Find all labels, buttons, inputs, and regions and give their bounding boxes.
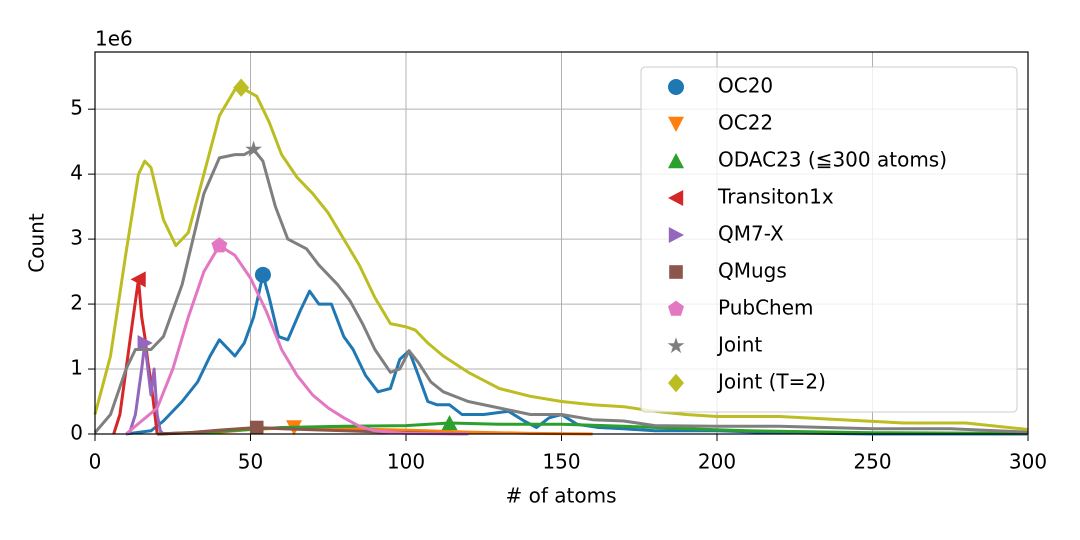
x-tick-label: 250	[853, 450, 891, 474]
y-tick-label: 5	[70, 96, 83, 120]
legend-label: OC22	[718, 111, 773, 135]
marker	[249, 420, 264, 435]
legend-label: OC20	[718, 74, 773, 98]
legend-label: PubChem	[718, 296, 814, 320]
marker	[254, 266, 271, 283]
x-tick-label: 0	[89, 450, 102, 474]
y-tick-label: 3	[70, 226, 83, 250]
marker	[137, 335, 153, 352]
marker	[667, 337, 685, 354]
legend-label: Joint (T=2)	[716, 370, 826, 394]
legend-box	[640, 66, 1018, 413]
y-tick-label: 0	[70, 421, 83, 445]
series-line	[125, 273, 1028, 436]
x-tick-label: 300	[1009, 450, 1047, 474]
marker	[211, 237, 228, 253]
marker	[245, 140, 262, 157]
plot-frame	[94, 51, 1029, 435]
legend-label: Transiton1x	[717, 185, 834, 209]
series-line	[125, 244, 469, 436]
marker	[233, 78, 250, 97]
marker	[668, 153, 684, 169]
series-line	[127, 341, 165, 436]
legend-label: QMugs	[718, 259, 787, 283]
x-tick-label: 200	[698, 450, 736, 474]
series-line	[93, 147, 1029, 434]
y-axis-label: Count	[25, 213, 49, 273]
marker	[668, 300, 684, 316]
x-tick-label: 150	[542, 450, 580, 474]
y-tick-label: 1	[70, 356, 83, 380]
marker	[441, 414, 458, 431]
legend-label: Joint	[716, 333, 762, 357]
legend-label: QM7-X	[718, 222, 784, 246]
marker	[668, 190, 684, 206]
marker	[669, 265, 683, 279]
marker	[668, 116, 684, 132]
marker	[668, 79, 684, 95]
legend: OC20 OC22 ODAC23 (≦300 atoms) Transiton1x QM…	[640, 66, 1018, 413]
marker	[668, 227, 684, 243]
x-tick-label: 100	[387, 450, 425, 474]
x-tick-label: 50	[238, 450, 263, 474]
marker	[668, 373, 684, 393]
y-tick-label: 2	[70, 291, 83, 315]
offset-label: 1e6	[95, 27, 133, 51]
y-tick-label: 4	[70, 161, 83, 185]
marker	[130, 271, 146, 288]
legend-label: ODAC23 (≦300 atoms)	[718, 148, 947, 172]
x-axis-label: # of atoms	[506, 484, 617, 508]
